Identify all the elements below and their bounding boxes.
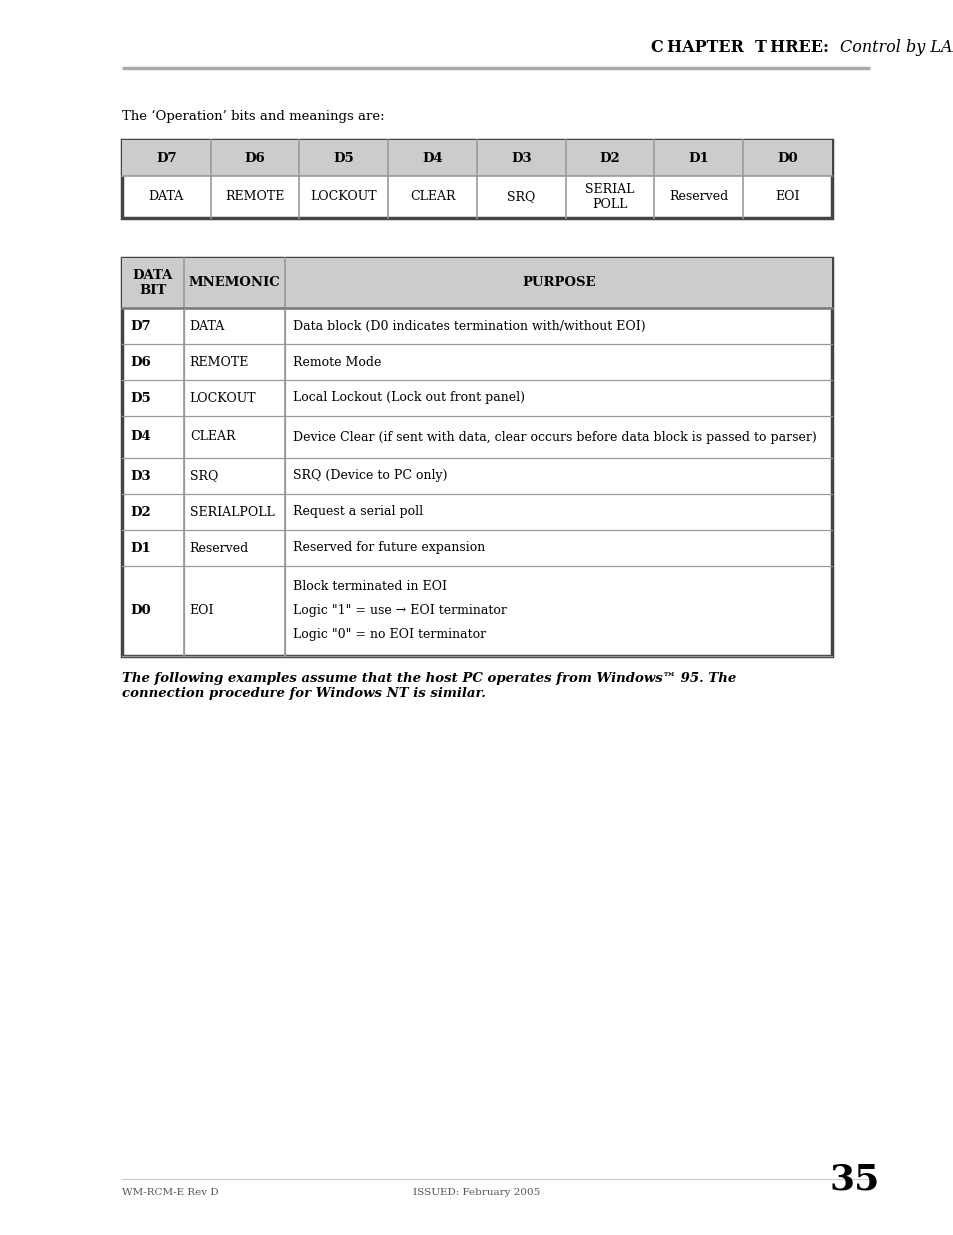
Text: ISSUED: February 2005: ISSUED: February 2005 [413, 1188, 540, 1197]
Text: LOCKOUT: LOCKOUT [190, 391, 256, 405]
Text: DATA: DATA [190, 320, 225, 332]
Text: EOI: EOI [775, 190, 799, 204]
Text: Local Lockout (Lock out front panel): Local Lockout (Lock out front panel) [293, 391, 525, 405]
Text: C HAPTER  T HREE:: C HAPTER T HREE: [650, 40, 840, 56]
Text: D2: D2 [599, 152, 619, 164]
Text: Data block (D0 indicates termination with/without EOI): Data block (D0 indicates termination wit… [293, 320, 645, 332]
Text: Remote Mode: Remote Mode [293, 356, 381, 368]
Text: LOCKOUT: LOCKOUT [311, 190, 376, 204]
Text: D0: D0 [130, 604, 151, 618]
Text: D6: D6 [130, 356, 151, 368]
Text: Control by LAN: Control by LAN [840, 40, 953, 56]
Text: SERIAL
POLL: SERIAL POLL [585, 183, 634, 211]
Text: 35: 35 [829, 1163, 879, 1197]
Text: D1: D1 [130, 541, 151, 555]
Text: SERIALPOLL: SERIALPOLL [190, 505, 274, 519]
Bar [122, 140, 831, 219]
Text: CLEAR: CLEAR [410, 190, 455, 204]
Text: D1: D1 [688, 152, 708, 164]
Text: Logic "1" = use → EOI terminator: Logic "1" = use → EOI terminator [293, 604, 507, 618]
Text: D5: D5 [130, 391, 151, 405]
Text: Logic "0" = no EOI terminator: Logic "0" = no EOI terminator [293, 629, 486, 641]
Text: REMOTE: REMOTE [225, 190, 285, 204]
Text: SRQ (Device to PC only): SRQ (Device to PC only) [293, 469, 447, 483]
Text: The ‘Operation’ bits and meanings are:: The ‘Operation’ bits and meanings are: [122, 110, 384, 124]
Text: D0: D0 [777, 152, 797, 164]
Text: D4: D4 [130, 431, 151, 443]
Text: D3: D3 [511, 152, 531, 164]
Text: Device Clear (if sent with data, clear occurs before data block is passed to par: Device Clear (if sent with data, clear o… [293, 431, 816, 443]
Text: Reserved: Reserved [190, 541, 249, 555]
Text: SRQ: SRQ [190, 469, 218, 483]
Text: D7: D7 [156, 152, 176, 164]
Text: D2: D2 [130, 505, 151, 519]
Text: Reserved: Reserved [669, 190, 728, 204]
Text: D7: D7 [130, 320, 151, 332]
Text: D3: D3 [130, 469, 151, 483]
Text: D6: D6 [245, 152, 265, 164]
Bar [122, 258, 831, 308]
Bar [122, 140, 831, 177]
Text: Block terminated in EOI: Block terminated in EOI [293, 580, 447, 593]
Text: PURPOSE: PURPOSE [521, 277, 595, 289]
Text: DATA: DATA [149, 190, 184, 204]
Text: Reserved for future expansion: Reserved for future expansion [293, 541, 485, 555]
Text: EOI: EOI [190, 604, 214, 618]
Text: The following examples assume that the host PC operates from Windows™ 95. The
co: The following examples assume that the h… [122, 672, 736, 700]
Text: D5: D5 [334, 152, 354, 164]
Text: Request a serial poll: Request a serial poll [293, 505, 423, 519]
Text: WM-RCM-E Rev D: WM-RCM-E Rev D [122, 1188, 218, 1197]
Bar [122, 258, 831, 656]
Text: SRQ: SRQ [507, 190, 535, 204]
Text: REMOTE: REMOTE [190, 356, 249, 368]
Text: D4: D4 [422, 152, 442, 164]
Text: MNEMONIC: MNEMONIC [189, 277, 280, 289]
Text: CLEAR: CLEAR [190, 431, 235, 443]
Text: DATA
BIT: DATA BIT [132, 269, 172, 296]
